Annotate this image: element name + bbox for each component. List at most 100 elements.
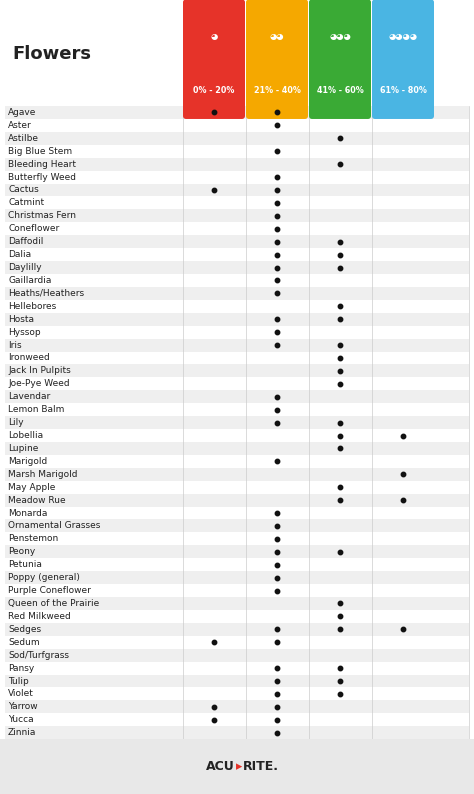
Bar	[5, 610, 469, 622]
Bar	[5, 727, 469, 739]
Text: Astilbe: Astilbe	[8, 134, 39, 143]
Text: Sedum: Sedum	[8, 638, 40, 647]
Text: Bleeding Heart: Bleeding Heart	[8, 160, 76, 168]
FancyBboxPatch shape	[246, 0, 308, 119]
Bar	[5, 558, 469, 571]
Text: Gaillardia: Gaillardia	[8, 276, 51, 285]
Text: Cactus: Cactus	[8, 186, 39, 195]
Text: Hosta: Hosta	[8, 314, 34, 324]
Text: Petunia: Petunia	[8, 561, 42, 569]
Bar	[5, 352, 469, 364]
Text: Heaths/Heathers: Heaths/Heathers	[8, 289, 84, 298]
Bar	[0, 739, 474, 794]
Text: Jack In Pulpits: Jack In Pulpits	[8, 366, 71, 376]
Bar	[5, 494, 469, 507]
Text: ◕◕◕: ◕◕◕	[329, 32, 351, 41]
Bar	[5, 442, 469, 455]
Text: Meadow Rue: Meadow Rue	[8, 495, 65, 505]
Bar	[5, 507, 469, 519]
Bar	[5, 661, 469, 675]
Bar	[5, 713, 469, 727]
Text: Lobellia: Lobellia	[8, 431, 43, 440]
Text: Christmas Fern: Christmas Fern	[8, 211, 76, 221]
Bar	[5, 300, 469, 313]
Text: Violet: Violet	[8, 689, 34, 699]
Bar	[5, 571, 469, 584]
Text: Flowers: Flowers	[12, 45, 91, 64]
Text: Tulip: Tulip	[8, 676, 29, 685]
Text: Marsh Marigold: Marsh Marigold	[8, 470, 78, 479]
Text: Hyssop: Hyssop	[8, 328, 41, 337]
Bar	[5, 622, 469, 636]
Text: Big Blue Stem: Big Blue Stem	[8, 147, 72, 156]
Text: ▸: ▸	[236, 760, 242, 773]
Text: Monarda: Monarda	[8, 508, 47, 518]
Bar	[5, 145, 469, 158]
Bar	[5, 261, 469, 274]
Bar	[5, 391, 469, 403]
Bar	[5, 455, 469, 468]
Bar	[5, 533, 469, 545]
Text: Penstemon: Penstemon	[8, 534, 58, 543]
Text: Dalia: Dalia	[8, 250, 31, 259]
Text: Lupine: Lupine	[8, 444, 38, 453]
Bar	[5, 468, 469, 480]
FancyBboxPatch shape	[309, 0, 371, 119]
Text: Queen of the Prairie: Queen of the Prairie	[8, 599, 99, 608]
FancyBboxPatch shape	[183, 0, 245, 119]
Bar	[5, 700, 469, 713]
Bar	[5, 183, 469, 196]
Text: Lemon Balm: Lemon Balm	[8, 405, 64, 414]
Bar	[5, 597, 469, 610]
Text: Coneflower: Coneflower	[8, 224, 59, 233]
Text: 21% - 40%: 21% - 40%	[254, 87, 301, 95]
Bar	[5, 106, 469, 119]
Text: Daffodil: Daffodil	[8, 237, 44, 246]
Text: 0% - 20%: 0% - 20%	[193, 87, 235, 95]
Text: Zinnia: Zinnia	[8, 728, 36, 737]
Bar	[5, 675, 469, 688]
Bar	[5, 688, 469, 700]
Bar	[5, 132, 469, 145]
Text: Joe-Pye Weed: Joe-Pye Weed	[8, 380, 70, 388]
Text: Aster: Aster	[8, 121, 32, 130]
Text: ◕: ◕	[210, 32, 218, 41]
Text: Sedges: Sedges	[8, 625, 41, 634]
Text: Red Milkweed: Red Milkweed	[8, 612, 71, 621]
Text: Daylilly: Daylilly	[8, 263, 42, 272]
Bar	[5, 235, 469, 249]
Text: 61% - 80%: 61% - 80%	[380, 87, 427, 95]
Text: Catmint: Catmint	[8, 198, 44, 207]
Bar	[5, 158, 469, 171]
Text: Pansy: Pansy	[8, 664, 34, 673]
Bar	[5, 313, 469, 326]
Bar	[5, 2, 469, 106]
Bar	[5, 249, 469, 261]
Bar	[5, 326, 469, 338]
Text: Sod/Turfgrass: Sod/Turfgrass	[8, 650, 69, 660]
Text: Lavendar: Lavendar	[8, 392, 50, 401]
Text: Agave: Agave	[8, 108, 36, 117]
Text: ◕◕◕◕: ◕◕◕◕	[389, 32, 418, 41]
Bar	[5, 287, 469, 300]
Text: Hellebores: Hellebores	[8, 302, 56, 310]
Text: Butterfly Weed: Butterfly Weed	[8, 172, 76, 182]
Bar	[5, 274, 469, 287]
Text: Yucca: Yucca	[8, 715, 34, 724]
Bar	[5, 403, 469, 416]
Bar	[5, 171, 469, 183]
Text: 41% - 60%: 41% - 60%	[317, 87, 364, 95]
Bar	[5, 119, 469, 132]
Text: ◕◕: ◕◕	[270, 32, 284, 41]
Text: RITE.: RITE.	[243, 760, 279, 773]
Bar	[5, 364, 469, 377]
Text: ACU: ACU	[206, 760, 235, 773]
Bar	[5, 416, 469, 429]
Bar	[5, 222, 469, 235]
Text: Ornamental Grasses: Ornamental Grasses	[8, 522, 100, 530]
Bar	[5, 196, 469, 210]
Text: Poppy (general): Poppy (general)	[8, 573, 80, 582]
Text: Yarrow: Yarrow	[8, 703, 37, 711]
Text: Peony: Peony	[8, 547, 35, 557]
Bar	[5, 338, 469, 352]
